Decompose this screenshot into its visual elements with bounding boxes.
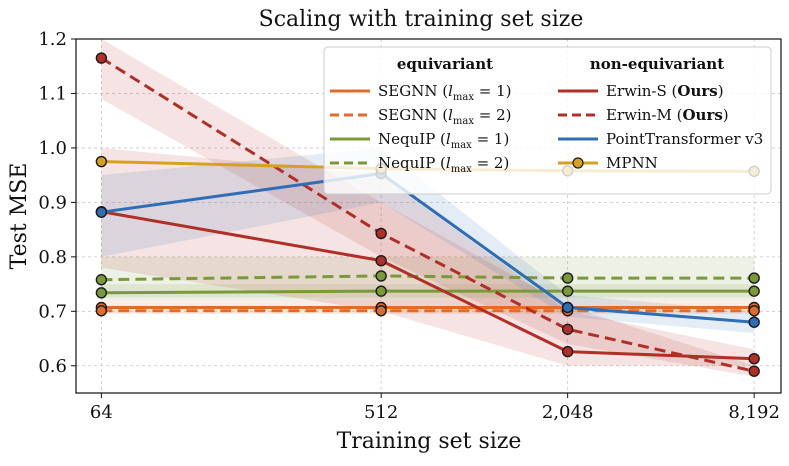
point-series-3 — [95, 274, 108, 286]
point-series-5 — [748, 365, 760, 377]
x-tick-label: 2,048 — [542, 402, 594, 423]
point-series-4 — [375, 254, 387, 267]
y-tick-label: 1.0 — [38, 138, 67, 159]
legend-label-series-0: SEGNN (lmax = 1) — [378, 82, 511, 103]
plot-frame — [75, 38, 782, 394]
point-series-5 — [561, 323, 574, 335]
y-axis-label: Test MSE — [7, 163, 32, 270]
point-series-3 — [561, 272, 574, 284]
y-tick-label: 0.8 — [38, 247, 67, 268]
line-series-5 — [100, 56, 755, 373]
x-tick-label: 64 — [90, 402, 113, 423]
point-series-4 — [748, 352, 760, 365]
point-series-5 — [95, 52, 108, 64]
band-series-6 — [101, 147, 755, 334]
point-series-2 — [375, 285, 387, 297]
point-series-5 — [375, 227, 387, 240]
legend-label-series-2: NequIP (lmax = 1) — [378, 130, 509, 151]
y-tick-label: 0.9 — [38, 192, 67, 213]
y-tick-label: 1.2 — [38, 29, 67, 50]
line-series-4 — [101, 210, 755, 361]
legend-label-series-1: SEGNN (lmax = 2) — [378, 106, 511, 127]
axes: 0.6 0.7 0.8 0.9 1.0 1.1 1.2 64 512 2,048 8,192 — [38, 29, 782, 423]
y-tick-label: 1.1 — [38, 83, 67, 104]
legend: equivariant non-equivariant SEGNN (lmax = … — [323, 46, 772, 195]
legend-label-series-5: Erwin-M (Ours) — [606, 106, 729, 124]
legend-label-series-6: PointTransformer v3 — [606, 130, 763, 148]
legend-marker-series-7 — [572, 157, 584, 169]
point-series-1 — [748, 305, 760, 317]
point-series-2 — [748, 285, 760, 297]
y-tick-label: 0.6 — [38, 356, 67, 377]
x-tick-label: 8,192 — [728, 402, 780, 423]
line-series-3 — [101, 274, 755, 282]
legend-label-series-3: NequIP (lmax = 2) — [378, 154, 509, 175]
legend-label-series-7: MPNN — [606, 154, 658, 172]
point-series-4 — [561, 345, 574, 358]
line-series-6 — [101, 172, 755, 324]
legend-box — [323, 46, 772, 195]
point-series-3 — [748, 272, 760, 284]
point-series-2 — [561, 285, 574, 297]
point-series-3 — [375, 270, 387, 282]
y-tick-label: 0.7 — [38, 301, 67, 322]
point-series-6 — [561, 301, 574, 314]
chart-title: Scaling with training set size — [259, 7, 584, 32]
legend-group-header: non-equivariant — [590, 55, 724, 73]
point-series-1 — [375, 305, 387, 317]
x-axis-label: Training set size — [337, 429, 522, 454]
point-series-2 — [95, 287, 108, 299]
point-series-7 — [95, 155, 108, 168]
point-series-1 — [95, 305, 108, 317]
line-series-2 — [101, 289, 755, 295]
point-series-6 — [748, 316, 760, 328]
x-tick-label: 512 — [364, 402, 398, 423]
point-series-6 — [95, 206, 108, 218]
legend-group-header: equivariant — [397, 55, 493, 73]
legend-label-series-4: Erwin-S (Ours) — [606, 82, 724, 100]
